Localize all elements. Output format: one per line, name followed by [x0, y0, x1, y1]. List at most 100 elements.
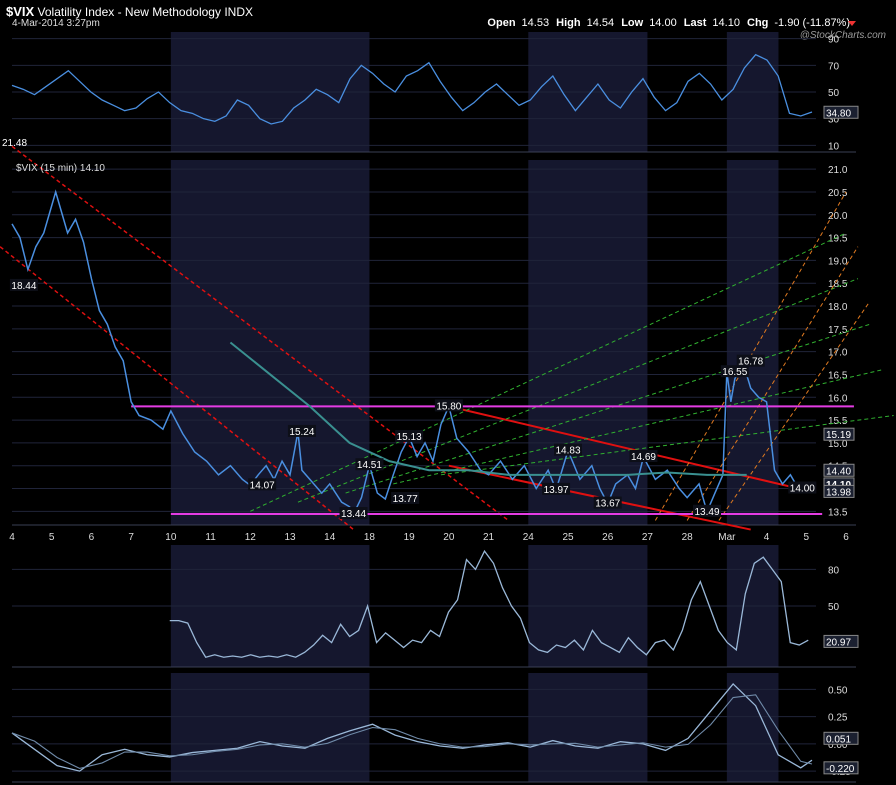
macd-tick-1: 0.25: [828, 713, 848, 724]
price-tick-0: 21.0: [828, 165, 848, 176]
rsi-tick-2: 50: [828, 88, 840, 99]
x-tick-4: 10: [165, 532, 177, 543]
rsi-tick-1: 70: [828, 61, 840, 72]
ema-line: [229, 341, 747, 476]
stoch-tick-1: 50: [828, 602, 840, 613]
x-tick-5: 11: [205, 532, 216, 543]
x-tick-7: 13: [284, 532, 296, 543]
annotation-bg-0: [9, 278, 38, 291]
price-tick-4: 19.0: [828, 256, 848, 267]
rsi-line: [11, 53, 813, 125]
down-arrow-icon: [848, 21, 856, 26]
chg-value: -1.90 (-11.87%): [774, 17, 850, 29]
stoch-last-value: 20.97: [826, 637, 851, 648]
instrument-name: Volatility Index - New Methodology: [37, 5, 221, 19]
x-tick-15: 26: [602, 532, 614, 543]
chg-label: Chg: [747, 17, 769, 29]
annotation-12: 13.49: [694, 507, 719, 518]
rsi-last-value: 34.80: [826, 108, 851, 119]
annotation-8: 13.97: [544, 485, 569, 496]
annotation-bg-2: [287, 424, 316, 437]
x-tick-19: 4: [764, 532, 770, 543]
x-tick-20: 5: [804, 532, 810, 543]
macd-line: [11, 682, 813, 772]
price-tick-12: 15.0: [828, 439, 848, 450]
low-value: 14.00: [649, 17, 677, 29]
price-tick-10: 16.0: [828, 393, 848, 404]
x-tick-10: 19: [404, 532, 416, 543]
annotation-6: 15.13: [397, 432, 422, 443]
annotation-0: 18.44: [11, 281, 36, 292]
price-tick-8: 17.0: [828, 348, 848, 359]
band-0-3: [170, 673, 370, 782]
watermark: @StockCharts.com: [799, 30, 886, 41]
red-channel-lower: [0, 246, 355, 531]
annotation-14: 16.78: [738, 357, 763, 368]
x-tick-1: 5: [49, 532, 55, 543]
price-right-box-0: [823, 427, 855, 441]
x-tick-13: 24: [523, 532, 535, 543]
annotation-bg-13: [720, 365, 749, 378]
annotation-bg-3: [339, 507, 368, 520]
annotation-bg-7: [434, 399, 463, 412]
orange-fan-b: [686, 246, 859, 521]
price-right-label-0: 15.19: [826, 430, 851, 441]
orange-fan-c: [718, 301, 871, 521]
annotation-bg-5: [391, 491, 420, 504]
annotation-bg-1: [248, 478, 277, 491]
price-tick-3: 19.5: [828, 234, 848, 245]
last-label: Last: [683, 17, 707, 29]
price-tick-11: 15.5: [828, 416, 848, 427]
x-tick-21: 6: [843, 532, 849, 543]
high-value: 14.54: [586, 17, 615, 29]
annotation-10: 13.67: [595, 499, 620, 510]
annotation-11: 14.69: [631, 452, 656, 463]
macd-tick-0: 0.50: [828, 685, 848, 696]
rsi-last-box: [823, 105, 859, 119]
x-tick-17: 28: [682, 532, 694, 543]
level-label: 21.48: [2, 138, 27, 149]
macd-tick-2: 0.00: [828, 740, 848, 751]
annotation-bg-11: [629, 450, 658, 463]
timestamp: 4-Mar-2014 3:27pm: [12, 18, 100, 29]
last-value: 14.10: [712, 17, 740, 29]
x-tick-12: 21: [483, 532, 495, 543]
ohlc-readout: Open 14.53 High 14.54 Low 14.00 Last 14.10 C…: [487, 17, 854, 29]
open-value: 14.53: [521, 17, 550, 29]
chart-header: $VIX Volatility Index - New Methodology …: [0, 0, 896, 30]
x-tick-6: 12: [245, 532, 257, 543]
price-tick-7: 17.5: [828, 325, 848, 336]
annotation-4: 14.51: [357, 460, 382, 471]
stoch-tick-0: 80: [828, 565, 840, 576]
annotation-bg-6: [395, 429, 424, 442]
band-2-3: [726, 673, 779, 782]
macd-last-box-1: [823, 761, 859, 775]
annotation-1: 14.07: [250, 480, 275, 491]
rsi-tick-0: 90: [828, 35, 840, 46]
price-right-box-1: [823, 463, 855, 477]
annotation-7: 15.80: [436, 401, 461, 412]
red-channel-upper: [11, 145, 509, 522]
annotation-bg-10: [593, 496, 622, 509]
band-2-1: [726, 160, 779, 525]
symbol: $VIX: [6, 4, 35, 19]
stoch-last-box: [823, 634, 859, 648]
annotation-13: 16.55: [722, 367, 747, 378]
price-tick-9: 16.5: [828, 370, 848, 381]
price-right-label-1: 14.40: [826, 466, 851, 477]
price-pane-title: $VIX (15 min) 14.10: [16, 163, 105, 174]
annotation-5: 13.77: [393, 494, 418, 505]
high-label: High: [556, 17, 581, 29]
green-channel-b: [297, 278, 859, 503]
annotation-2: 15.24: [289, 427, 314, 438]
low-label: Low: [621, 17, 644, 29]
macd-last-value-0: 0.051: [826, 734, 851, 745]
price-tick-5: 18.5: [828, 279, 848, 290]
price-tick-1: 20.5: [828, 188, 848, 199]
macd-last-value-1: -0.220: [826, 764, 855, 775]
annotation-bg-14: [736, 354, 765, 367]
annotation-bg-4: [355, 458, 384, 471]
band-0-1: [170, 160, 370, 525]
green-channel-c: [345, 323, 870, 494]
